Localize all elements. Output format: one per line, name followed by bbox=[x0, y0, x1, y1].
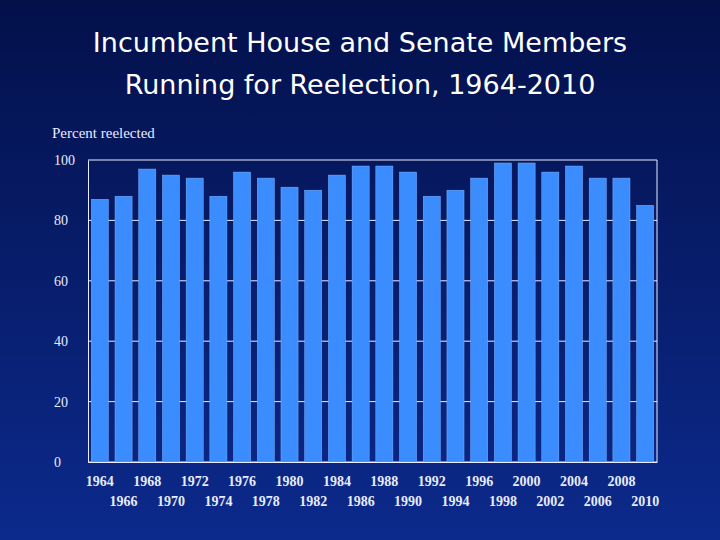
x-tick-label: 1964 bbox=[86, 474, 114, 489]
bar bbox=[447, 190, 464, 462]
bar bbox=[352, 166, 369, 462]
x-tick-label: 1990 bbox=[394, 494, 422, 509]
x-tick-label: 1972 bbox=[181, 474, 209, 489]
x-tick: 2004 bbox=[560, 462, 588, 489]
y-tick: 40 bbox=[54, 334, 88, 349]
bar bbox=[257, 178, 274, 462]
y-tick-label: 80 bbox=[54, 213, 68, 228]
bar bbox=[139, 169, 156, 462]
bar bbox=[210, 196, 227, 462]
y-tick: 80 bbox=[54, 213, 88, 228]
bar bbox=[115, 196, 132, 462]
bar bbox=[305, 190, 322, 462]
x-tick-label: 1992 bbox=[418, 474, 446, 489]
x-tick-label: 1980 bbox=[276, 474, 304, 489]
x-axis-line bbox=[89, 462, 658, 463]
x-tick-label: 1974 bbox=[204, 494, 232, 509]
title: Incumbent House and Senate Members Runnin… bbox=[93, 27, 627, 100]
y-axis: 0 20 40 60 80 100 bbox=[54, 153, 89, 470]
x-tick: 1988 bbox=[370, 462, 398, 489]
x-tick-label: 1988 bbox=[370, 474, 398, 489]
bar bbox=[376, 166, 393, 462]
bar bbox=[518, 163, 535, 462]
x-tick-label: 1968 bbox=[133, 474, 161, 489]
bar bbox=[328, 175, 345, 462]
x-tick-label: 1966 bbox=[110, 494, 138, 509]
title-line: Running for Reelection, 1964-2010 bbox=[125, 69, 596, 100]
bar bbox=[613, 178, 630, 462]
x-tick-label: 2008 bbox=[607, 474, 635, 489]
bar bbox=[400, 172, 417, 462]
x-tick-label: 1984 bbox=[323, 474, 351, 489]
y-axis-line bbox=[88, 161, 89, 463]
bar bbox=[423, 196, 440, 462]
background bbox=[0, 0, 720, 540]
bar bbox=[565, 166, 582, 462]
x-tick: 2008 bbox=[607, 462, 635, 489]
bar bbox=[471, 178, 488, 462]
x-tick: 1996 bbox=[465, 462, 493, 489]
x-tick: 1976 bbox=[228, 462, 256, 489]
x-tick: 1968 bbox=[133, 462, 161, 489]
y-tick-label: 0 bbox=[54, 455, 61, 470]
y-label: Percent reelected bbox=[52, 125, 155, 141]
y-tick-label: 40 bbox=[54, 334, 68, 349]
x-tick: 1980 bbox=[276, 462, 304, 489]
bar bbox=[281, 187, 298, 462]
x-tick: 2000 bbox=[513, 462, 541, 489]
x-axis: 1964 1966 1968 1970 1972 1974 1976 1978 1980 1982… bbox=[86, 462, 659, 509]
x-tick-label: 1976 bbox=[228, 474, 256, 489]
bar bbox=[162, 175, 179, 462]
bar bbox=[637, 205, 654, 462]
y-tick: 100 bbox=[54, 153, 88, 168]
y-tick: 20 bbox=[54, 395, 88, 410]
bar bbox=[589, 178, 606, 462]
y-tick: 0 bbox=[54, 455, 88, 470]
bar bbox=[91, 199, 108, 462]
x-tick-label: 2002 bbox=[536, 494, 564, 509]
x-tick-label: 1998 bbox=[489, 494, 517, 509]
y-tick: 60 bbox=[54, 274, 88, 289]
x-tick-label: 2006 bbox=[584, 494, 612, 509]
bar bbox=[186, 178, 203, 462]
y-tick-label: 20 bbox=[54, 395, 68, 410]
y-tick-label: 100 bbox=[54, 153, 75, 168]
x-tick-label: 1970 bbox=[157, 494, 185, 509]
grid-line bbox=[88, 160, 657, 161]
x-tick: 1992 bbox=[418, 462, 446, 489]
plot-frame bbox=[657, 160, 658, 462]
title-line: Incumbent House and Senate Members bbox=[93, 27, 627, 58]
x-tick-label: 1994 bbox=[441, 494, 469, 509]
y-tick-label: 60 bbox=[54, 274, 68, 289]
x-tick: 2010 bbox=[631, 462, 659, 509]
x-tick-label: 2004 bbox=[560, 474, 588, 489]
x-tick-label: 1982 bbox=[299, 494, 327, 509]
bar bbox=[542, 172, 559, 462]
x-tick-label: 1986 bbox=[347, 494, 375, 509]
x-tick: 1984 bbox=[323, 462, 351, 489]
x-tick-label: 1996 bbox=[465, 474, 493, 489]
x-tick-label: 2010 bbox=[631, 494, 659, 509]
x-tick: 1964 bbox=[86, 462, 114, 489]
bar bbox=[234, 172, 251, 462]
x-tick: 1972 bbox=[181, 462, 209, 489]
x-tick-label: 2000 bbox=[513, 474, 541, 489]
chart: Incumbent House and Senate Members Runnin… bbox=[0, 0, 720, 540]
bar bbox=[494, 163, 511, 462]
bars bbox=[91, 163, 653, 462]
x-tick-label: 1978 bbox=[252, 494, 280, 509]
